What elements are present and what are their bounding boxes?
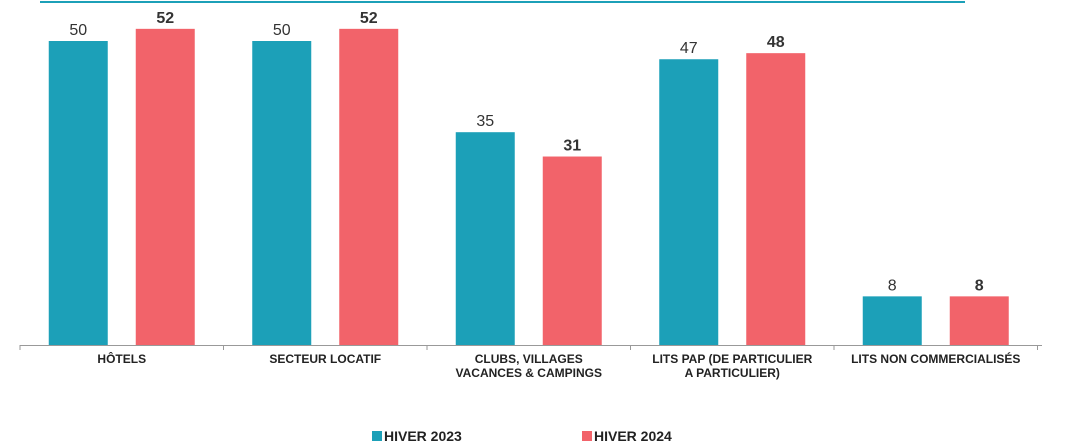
value-label: 52: [360, 10, 378, 27]
legend-label: HIVER 2024: [594, 428, 672, 444]
value-label: 52: [156, 10, 174, 27]
bar: [339, 28, 399, 346]
bar: [746, 53, 806, 345]
legend-swatch: [582, 431, 592, 441]
x-tick-label: HÔTELS: [97, 352, 147, 366]
value-label: 48: [767, 34, 785, 51]
x-tick-label: LITS PAP (DE PARTICULIER A PARTICULIER): [652, 352, 813, 380]
bar: [862, 296, 922, 345]
value-label: 8: [888, 277, 897, 294]
bar: [252, 41, 312, 345]
x-tick-label: SECTEUR LOCATIF: [269, 352, 382, 366]
value-label: 47: [680, 40, 698, 57]
value-label: 50: [273, 22, 291, 39]
bar: [135, 28, 195, 346]
bar: [949, 296, 1009, 345]
bar: [48, 41, 108, 345]
legend-swatch: [372, 431, 382, 441]
value-label: 50: [69, 22, 87, 39]
value-label: 35: [476, 113, 494, 130]
bar: [542, 156, 602, 345]
bar: [659, 59, 719, 346]
value-label: 8: [975, 277, 984, 294]
value-label: 31: [563, 138, 581, 155]
legend-label: HIVER 2023: [384, 428, 462, 444]
x-tick-label: LITS NON COMMERCIALISÉS: [851, 352, 1021, 366]
bar: [455, 132, 515, 345]
x-tick-label: CLUBS, VILLAGES VACANCES & CAMPINGS: [455, 352, 602, 380]
